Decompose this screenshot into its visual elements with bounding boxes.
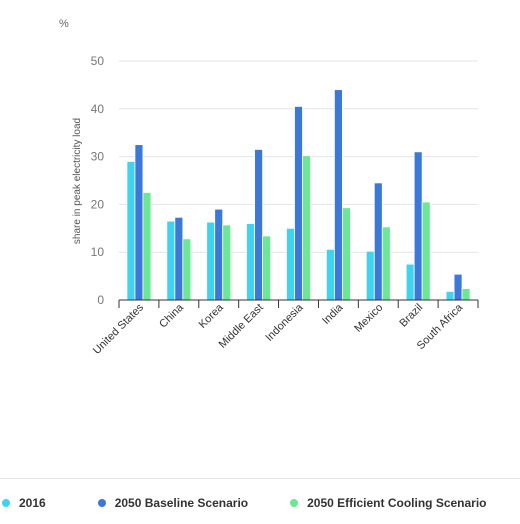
bar-2016-middle-east[interactable] (246, 223, 256, 301)
x-category-label: India (320, 301, 346, 327)
bar-2050-efficient-cooling-scenario-india[interactable] (341, 207, 351, 301)
bar-2050-efficient-cooling-scenario-brazil[interactable] (421, 201, 431, 301)
legend-label: 2050 Baseline Scenario (114, 496, 249, 510)
y-axis-title: share in peak electricity load (72, 118, 83, 244)
bar-2050-efficient-cooling-scenario-south-africa[interactable] (461, 288, 471, 301)
legend-swatch (2, 499, 10, 507)
bar-2050-baseline-scenario-china[interactable] (174, 216, 184, 301)
bar-2050-baseline-scenario-india[interactable] (333, 89, 343, 301)
x-category-label: Korea (197, 301, 227, 331)
bar-2050-baseline-scenario-mexico[interactable] (373, 182, 383, 301)
bar-2016-china[interactable] (166, 220, 176, 301)
y-tick-label: 50 (91, 54, 105, 68)
x-category-label: Indonesia (263, 301, 306, 344)
y-tick-label: 40 (91, 102, 105, 116)
legend-item-2050-baseline[interactable]: 2050 Baseline Scenario (97, 496, 249, 510)
bar-2016-south-africa[interactable] (445, 290, 455, 301)
bar-2050-baseline-scenario-south-africa[interactable] (453, 273, 463, 301)
bar-2050-efficient-cooling-scenario-mexico[interactable] (381, 226, 391, 301)
legend-swatch (97, 499, 106, 507)
y-tick-label: 20 (91, 197, 105, 211)
bar-2050-efficient-cooling-scenario-middle-east[interactable] (262, 235, 272, 301)
legend-item-2050-efficient[interactable]: 2050 Efficient Cooling Scenario (290, 496, 487, 510)
x-category-label: China (157, 301, 186, 330)
x-axis (118, 299, 479, 308)
bar-2050-baseline-scenario-brazil[interactable] (413, 151, 423, 301)
bar-2016-korea[interactable] (206, 221, 216, 301)
bar-2016-united-states[interactable] (126, 160, 136, 301)
bar-2050-baseline-scenario-indonesia[interactable] (294, 106, 303, 301)
bar-2016-indonesia[interactable] (286, 227, 295, 301)
y-tick-label: 0 (97, 293, 104, 307)
y-tick-label: 30 (91, 150, 105, 164)
legend-item-2016[interactable]: 2016 (2, 496, 46, 510)
x-category-label: Brazil (397, 302, 425, 330)
bar-2016-india[interactable] (325, 248, 335, 301)
legend-swatch (290, 499, 299, 507)
y-tick-label: 10 (91, 245, 105, 259)
bar-2050-baseline-scenario-middle-east[interactable] (254, 149, 264, 301)
bar-2016-mexico[interactable] (365, 250, 375, 301)
bar-2016-brazil[interactable] (405, 263, 415, 301)
legend-label: 2050 Efficient Cooling Scenario (307, 496, 487, 510)
y-unit-label: % (59, 18, 69, 30)
bar-2050-efficient-cooling-scenario-korea[interactable] (222, 224, 232, 301)
bar-2050-baseline-scenario-united-states[interactable] (134, 144, 144, 301)
legend: 2016 2050 Baseline Scenario 2050 Efficie… (2, 496, 487, 510)
bar-2050-baseline-scenario-korea[interactable] (214, 208, 224, 301)
bar-2050-efficient-cooling-scenario-china[interactable] (182, 238, 192, 301)
x-category-label: Mexico (352, 302, 385, 335)
bar-2050-efficient-cooling-scenario-indonesia[interactable] (302, 155, 311, 301)
legend-divider (0, 478, 520, 479)
legend-label: 2016 (19, 496, 46, 510)
bar-chart: 0 10 20 30 40 50 share in peak electricity loa… (72, 54, 479, 357)
bar-2050-efficient-cooling-scenario-united-states[interactable] (142, 192, 152, 301)
bars (126, 89, 471, 301)
x-category-label: United States (91, 301, 147, 357)
